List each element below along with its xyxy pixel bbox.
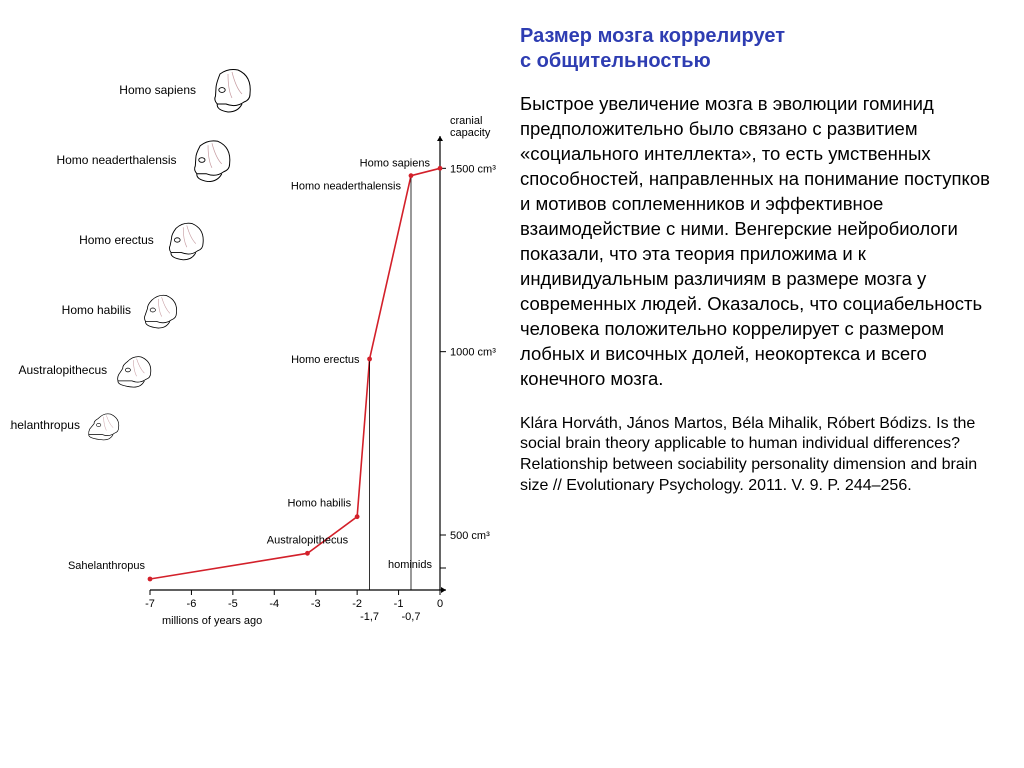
- x-tick-label: 0: [437, 598, 443, 610]
- point-label: Sahelanthropus: [68, 560, 146, 572]
- y-axis-title-1: cranial: [450, 115, 482, 127]
- page-title: Размер мозга коррелирует с общительность…: [520, 24, 1000, 74]
- title-line-1: Размер мозга коррелирует: [520, 25, 785, 47]
- y-axis-arrow: [437, 136, 443, 141]
- y-axis-title-2: capacity: [450, 127, 491, 139]
- x-tick-label: -7: [145, 598, 155, 610]
- skull-label: Homo neaderthalensis: [56, 153, 176, 167]
- point-label: Homo sapiens: [360, 157, 431, 169]
- text-panel: Размер мозга коррелирует с общительность…: [510, 20, 1000, 748]
- skull-label: Australopithecus: [18, 363, 107, 377]
- y-tick-label: 1000 cm³: [450, 347, 496, 359]
- x-axis-title: millions of years ago: [162, 615, 262, 627]
- data-point: [305, 551, 310, 556]
- point-label: Australopithecus: [267, 534, 349, 546]
- x-tick-label: -1: [394, 598, 404, 610]
- cranial-capacity-chart: -7 -6 -5 -4 -3 -2 -1 0 -1,7 -0,7 millions of years…: [10, 20, 510, 748]
- skull-icon: [169, 223, 203, 260]
- skull-icon: [215, 70, 250, 113]
- x-subtick-label: -0,7: [402, 611, 421, 623]
- skull-label: Homo sapiens: [119, 83, 196, 97]
- chart-panel: -7 -6 -5 -4 -3 -2 -1 0 -1,7 -0,7 millions of years…: [10, 20, 510, 748]
- point-label: Homo habilis: [288, 498, 352, 510]
- skull-icon: [118, 357, 151, 387]
- hominids-label: hominids: [388, 559, 433, 571]
- x-tick-label: -3: [311, 598, 321, 610]
- x-axis-arrow: [441, 587, 446, 593]
- page: -7 -6 -5 -4 -3 -2 -1 0 -1,7 -0,7 millions of years…: [0, 0, 1024, 768]
- data-point: [409, 173, 414, 178]
- data-point: [355, 514, 360, 519]
- x-subtick-label: -1,7: [360, 611, 379, 623]
- y-tick-label: 500 cm³: [450, 530, 490, 542]
- point-label: Homo neaderthalensis: [291, 181, 402, 193]
- x-tick-label: -5: [228, 598, 238, 610]
- data-point: [148, 577, 153, 582]
- y-tick-label: 1500 cm³: [450, 163, 496, 175]
- skull-label: Sahelanthropus: [10, 418, 80, 432]
- data-point: [438, 166, 443, 171]
- skull-icon: [89, 414, 119, 440]
- citation: Klára Horváth, János Martos, Béla Mihali…: [520, 414, 1000, 497]
- skull-label: Homo habilis: [62, 303, 131, 317]
- point-label: Homo erectus: [291, 354, 360, 366]
- skull-icon: [195, 141, 230, 182]
- x-tick-label: -6: [187, 598, 197, 610]
- skull-icon: [144, 295, 176, 328]
- body-text: Быстрое увеличение мозга в эволюции гоми…: [520, 92, 1000, 392]
- x-tick-label: -4: [269, 598, 279, 610]
- x-tick-label: -2: [352, 598, 362, 610]
- title-line-2: с общительностью: [520, 50, 711, 72]
- data-point: [367, 357, 372, 362]
- skull-label: Homo erectus: [79, 233, 154, 247]
